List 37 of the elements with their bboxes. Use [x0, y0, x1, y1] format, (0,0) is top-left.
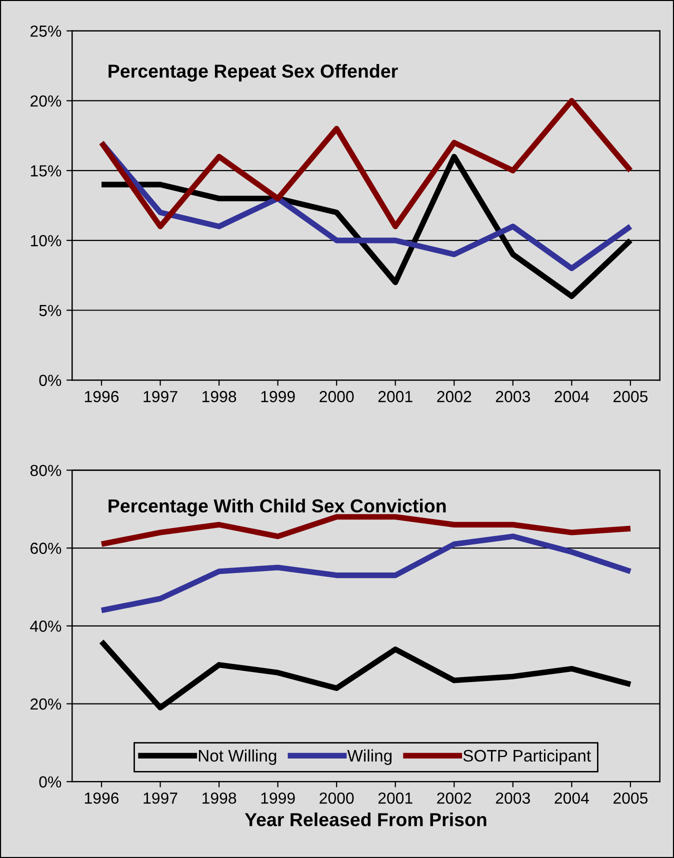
- y-tick-label: 80%: [30, 464, 62, 476]
- y-tick-label: 15%: [30, 165, 62, 177]
- x-tick-label: 2000: [320, 792, 354, 804]
- x-tick-label: 2005: [614, 792, 648, 804]
- legend-label: Not Willing: [198, 749, 276, 765]
- y-tick-label: 40%: [30, 620, 62, 632]
- x-tick-label: 1996: [84, 792, 119, 804]
- x-tick-label: 2001: [378, 792, 412, 804]
- x-tick-label: 2004: [554, 792, 589, 804]
- legend-label: SOTP Participant: [463, 749, 591, 765]
- y-tick-label: 0%: [39, 374, 62, 386]
- x-axis-title: Year Released From Prison: [244, 812, 486, 826]
- x-tick-label: 1998: [202, 792, 236, 804]
- x-tick-label: 2003: [496, 792, 530, 804]
- y-tick-label: 25%: [30, 26, 62, 37]
- x-tick-label: 2001: [378, 390, 412, 402]
- y-tick-label: 60%: [30, 542, 62, 554]
- y-tick-label: 10%: [30, 235, 62, 246]
- y-tick-label: 5%: [39, 304, 62, 316]
- x-tick-label: 1997: [144, 390, 178, 402]
- x-tick-label: 2000: [320, 390, 354, 402]
- y-tick-label: 20%: [30, 698, 62, 710]
- x-tick-label: 1999: [261, 390, 295, 402]
- text: Percentage Repeat Sex Offender: [108, 64, 398, 82]
- y-tick-label: 0%: [39, 776, 62, 788]
- x-tick-label: 1996: [84, 390, 119, 402]
- text: Percentage With Child Sex Conviction: [108, 498, 446, 516]
- x-tick-label: 1997: [144, 792, 178, 804]
- y-tick-label: 20%: [30, 95, 62, 107]
- x-tick-label: 2004: [554, 390, 589, 402]
- x-tick-label: 1999: [261, 792, 295, 804]
- x-tick-label: 2002: [437, 390, 472, 402]
- x-tick-label: 2005: [614, 390, 648, 402]
- x-tick-label: 2002: [437, 792, 472, 804]
- x-tick-label: 2003: [496, 390, 530, 402]
- x-tick-label: 1998: [202, 390, 236, 402]
- legend-label: Wiling: [347, 749, 392, 765]
